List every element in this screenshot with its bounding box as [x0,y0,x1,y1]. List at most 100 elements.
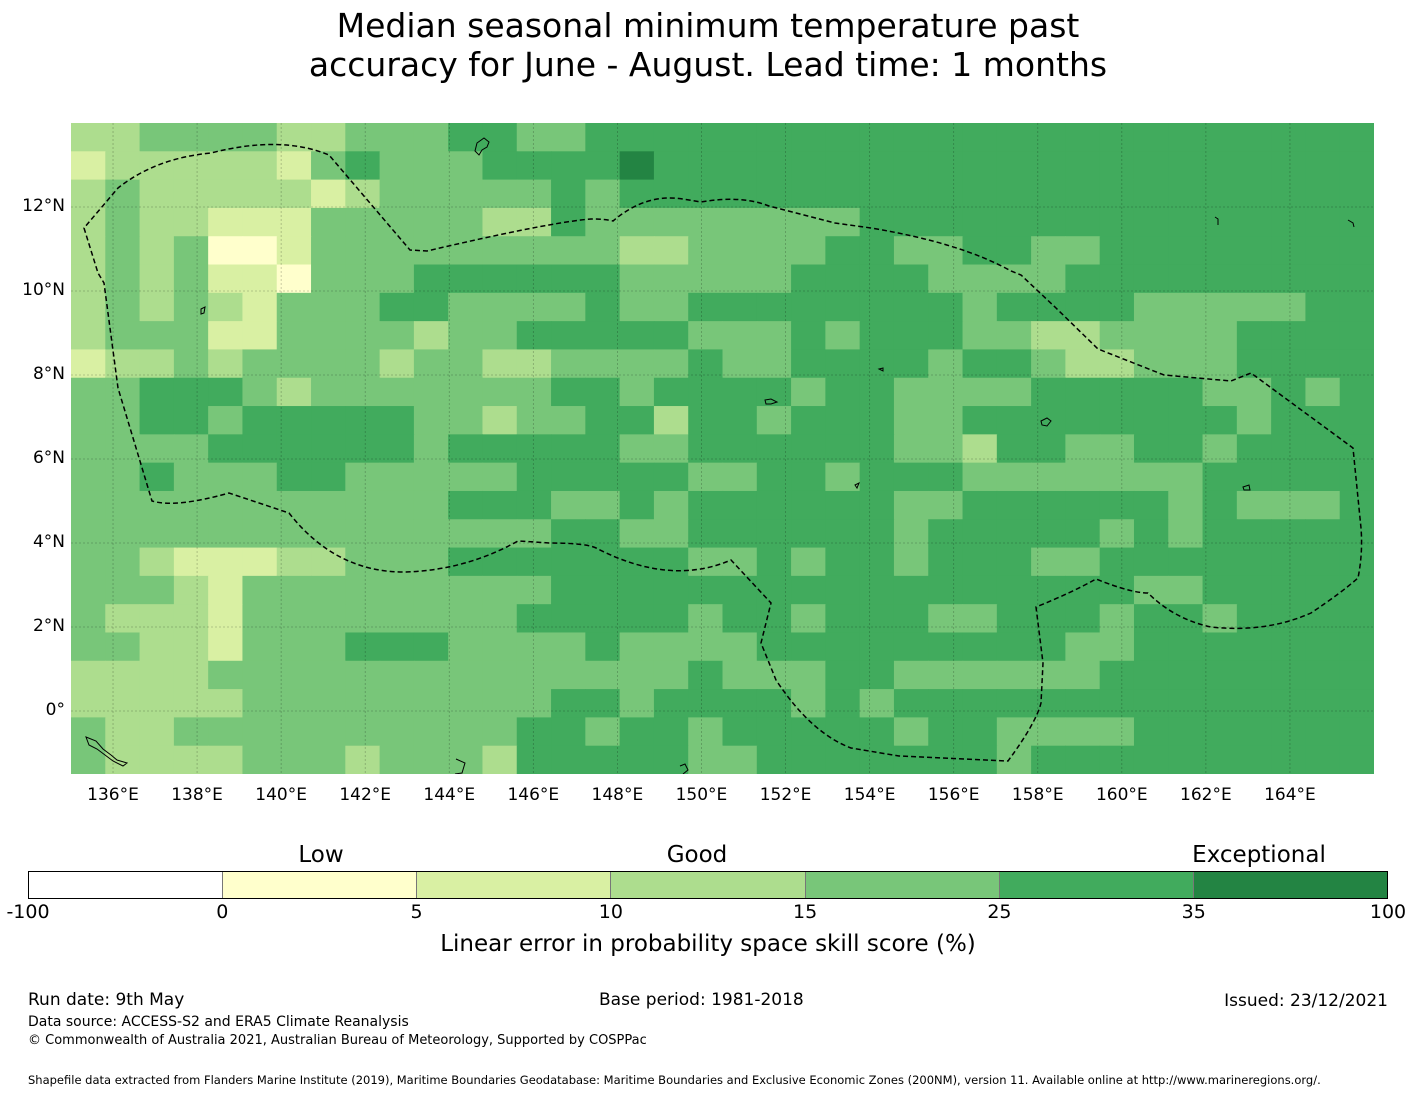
grid-cell [105,632,141,662]
grid-cell [1133,207,1169,237]
grid-cell [139,349,175,379]
grid-cell [516,604,552,634]
grid-cell [551,236,586,266]
grid-cell [859,689,895,718]
grid-cell [311,434,346,464]
grid-cell [756,151,792,181]
grid-cell [791,349,826,379]
grid-cell [688,264,724,294]
grid-cell [825,123,861,152]
grid-cell [1339,434,1374,464]
grid-cell [859,406,895,435]
grid-cell [276,406,312,435]
colorbar-tick-label: 100 [1369,901,1407,923]
grid-cell [71,236,106,266]
grid-cell [105,575,141,605]
title-line-2: accuracy for June - August. Lead time: 1… [308,45,1108,84]
grid-cell [688,717,724,747]
grid-cell [1168,632,1204,662]
grid-cell [1202,462,1238,492]
grid-cell [1305,490,1341,520]
grid-cell [448,519,484,549]
grid-cell [791,207,826,237]
grid-cell [688,745,724,774]
grid-cell [893,292,929,322]
grid-cell [242,462,278,492]
grid-cell [105,406,141,435]
grid-cell [619,632,655,662]
grid-cell [996,717,1032,747]
grid-cell [825,377,861,407]
grid-cell [619,236,655,266]
grid-cell [516,207,552,237]
shapefile-credit: Shapefile data extracted from Flanders M… [28,1073,1321,1087]
grid-cell [551,717,586,747]
grid-cell [1031,462,1066,492]
lon-tick-label: 144°E [423,785,476,805]
grid-cell [996,745,1032,774]
grid-cell [688,292,724,322]
grid-cell [1099,604,1135,634]
grid-cell [345,292,381,322]
grid-cell [1236,406,1272,435]
grid-cell [688,575,724,605]
grid-cell [928,547,964,577]
grid-cell [893,236,929,266]
grid-cell [551,604,586,634]
grid-cell [1305,264,1341,294]
grid-cell [1031,547,1066,577]
grid-cell [105,292,141,322]
grid-cell [413,660,449,690]
grid-cell [551,490,586,520]
grid-cell [1202,519,1238,549]
grid-cell [208,575,244,605]
grid-cell [482,321,518,351]
lon-tick-label: 146°E [507,785,560,805]
grid-cell [619,490,655,520]
grid-cell [722,434,758,464]
grid-cell [173,434,209,464]
colorbar-segment [29,872,224,898]
lon-tick-label: 136°E [87,785,139,805]
grid-cell [1168,519,1204,549]
grid-cell [482,462,518,492]
grid-cell [482,236,518,266]
grid-cell [585,575,621,605]
grid-cell [1031,151,1066,181]
grid-cell [585,632,621,662]
grid-cell [1339,179,1374,209]
grid-cell [1065,406,1101,435]
grid-cell [482,490,518,520]
grid-cell [1031,321,1066,351]
grid-cell [1133,632,1169,662]
colorbar-tick-label: 15 [793,901,818,923]
grid-cell [928,236,964,266]
grid-cell [311,264,346,294]
grid-cell [276,689,312,718]
grid-cell [448,236,484,266]
grid-cell [1065,632,1101,662]
grid-cell [962,123,998,152]
grid-cell [1339,123,1374,152]
grid-cell [893,207,929,237]
grid-cell [345,632,381,662]
grid-cell [791,547,826,577]
grid-cell [653,434,689,464]
grid-cell [311,632,346,662]
grid-cell [619,264,655,294]
grid-cell [1065,377,1101,407]
grid-cell [242,292,278,322]
grid-cell [825,660,861,690]
grid-cell [242,434,278,464]
grid-cell [516,717,552,747]
grid-cell [379,490,415,520]
grid-cell [1031,123,1066,152]
grid-cell [688,462,724,492]
grid-cell [756,406,792,435]
grid-cell [71,745,106,774]
grid-cell [1236,151,1272,181]
grid-cell [1271,575,1307,605]
grid-cell [1065,604,1101,634]
grid-cell [962,179,998,209]
grid-cell [962,406,998,435]
